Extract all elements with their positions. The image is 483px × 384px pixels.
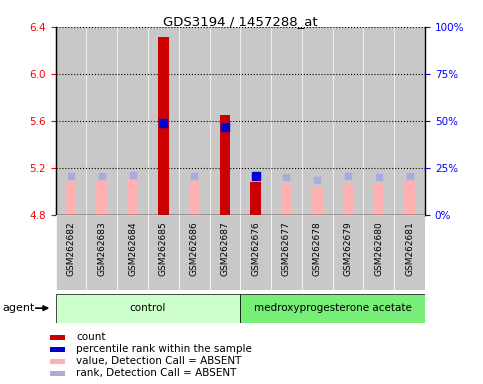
Bar	[189, 182, 199, 215]
Bar	[56, 27, 86, 215]
Bar	[364, 215, 394, 290]
Point	[283, 174, 290, 180]
Text: count: count	[76, 332, 106, 342]
Bar	[364, 27, 394, 215]
Text: GSM262678: GSM262678	[313, 221, 322, 276]
Bar	[158, 38, 169, 215]
Point	[313, 177, 321, 183]
Text: GDS3194 / 1457288_at: GDS3194 / 1457288_at	[163, 15, 318, 28]
Text: control: control	[130, 303, 166, 313]
Bar	[333, 215, 364, 290]
Bar	[210, 27, 240, 215]
Bar	[281, 183, 292, 215]
Bar	[117, 215, 148, 290]
Bar	[50, 335, 66, 340]
Text: GSM262679: GSM262679	[343, 221, 353, 276]
Point	[344, 173, 352, 179]
Text: percentile rank within the sample: percentile rank within the sample	[76, 344, 252, 354]
Text: GSM262686: GSM262686	[190, 221, 199, 276]
Text: GSM262684: GSM262684	[128, 221, 137, 276]
Text: GSM262676: GSM262676	[251, 221, 260, 276]
Bar	[66, 182, 76, 215]
Bar	[179, 27, 210, 215]
Point	[190, 173, 198, 179]
Bar	[96, 182, 107, 215]
Point	[159, 120, 167, 126]
Point	[98, 173, 106, 179]
Bar	[50, 371, 66, 376]
Bar	[394, 27, 425, 215]
Bar	[148, 27, 179, 215]
Bar	[210, 215, 240, 290]
Bar	[373, 183, 384, 215]
Text: GSM262683: GSM262683	[97, 221, 106, 276]
Bar	[250, 182, 261, 215]
Point	[406, 173, 413, 179]
Text: GSM262687: GSM262687	[220, 221, 229, 276]
Bar	[86, 27, 117, 215]
Text: GSM262685: GSM262685	[159, 221, 168, 276]
Bar	[342, 183, 354, 215]
Bar	[86, 215, 117, 290]
Text: medroxyprogesterone acetate: medroxyprogesterone acetate	[254, 303, 412, 313]
Text: rank, Detection Call = ABSENT: rank, Detection Call = ABSENT	[76, 368, 237, 378]
Bar	[394, 215, 425, 290]
Point	[128, 172, 136, 178]
Bar	[56, 215, 86, 290]
Bar	[127, 180, 138, 215]
Point	[375, 174, 383, 180]
Text: GSM262681: GSM262681	[405, 221, 414, 276]
Bar	[56, 294, 241, 323]
Text: GSM262682: GSM262682	[67, 221, 75, 276]
Bar	[271, 215, 302, 290]
Bar	[271, 27, 302, 215]
Bar	[240, 215, 271, 290]
Text: GSM262680: GSM262680	[374, 221, 384, 276]
Bar	[50, 359, 66, 364]
Point	[221, 124, 229, 131]
Point	[252, 172, 259, 179]
Bar	[333, 27, 364, 215]
Text: value, Detection Call = ABSENT: value, Detection Call = ABSENT	[76, 356, 242, 366]
Bar	[404, 182, 415, 215]
Bar	[179, 215, 210, 290]
Text: agent: agent	[2, 303, 35, 313]
Bar	[240, 294, 425, 323]
Bar	[312, 187, 323, 215]
Text: GSM262677: GSM262677	[282, 221, 291, 276]
Bar	[302, 215, 333, 290]
Bar	[302, 27, 333, 215]
Bar	[240, 27, 271, 215]
Bar	[117, 27, 148, 215]
Bar	[219, 115, 230, 215]
Bar	[148, 215, 179, 290]
Bar	[50, 347, 66, 352]
Point	[67, 173, 75, 179]
